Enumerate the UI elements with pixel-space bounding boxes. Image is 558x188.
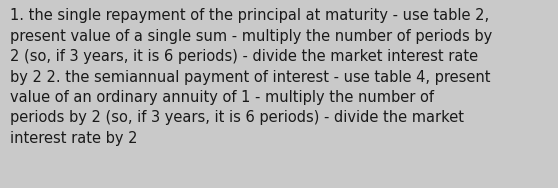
Text: 1. the single repayment of the principal at maturity - use table 2,
present valu: 1. the single repayment of the principal… xyxy=(10,8,492,146)
